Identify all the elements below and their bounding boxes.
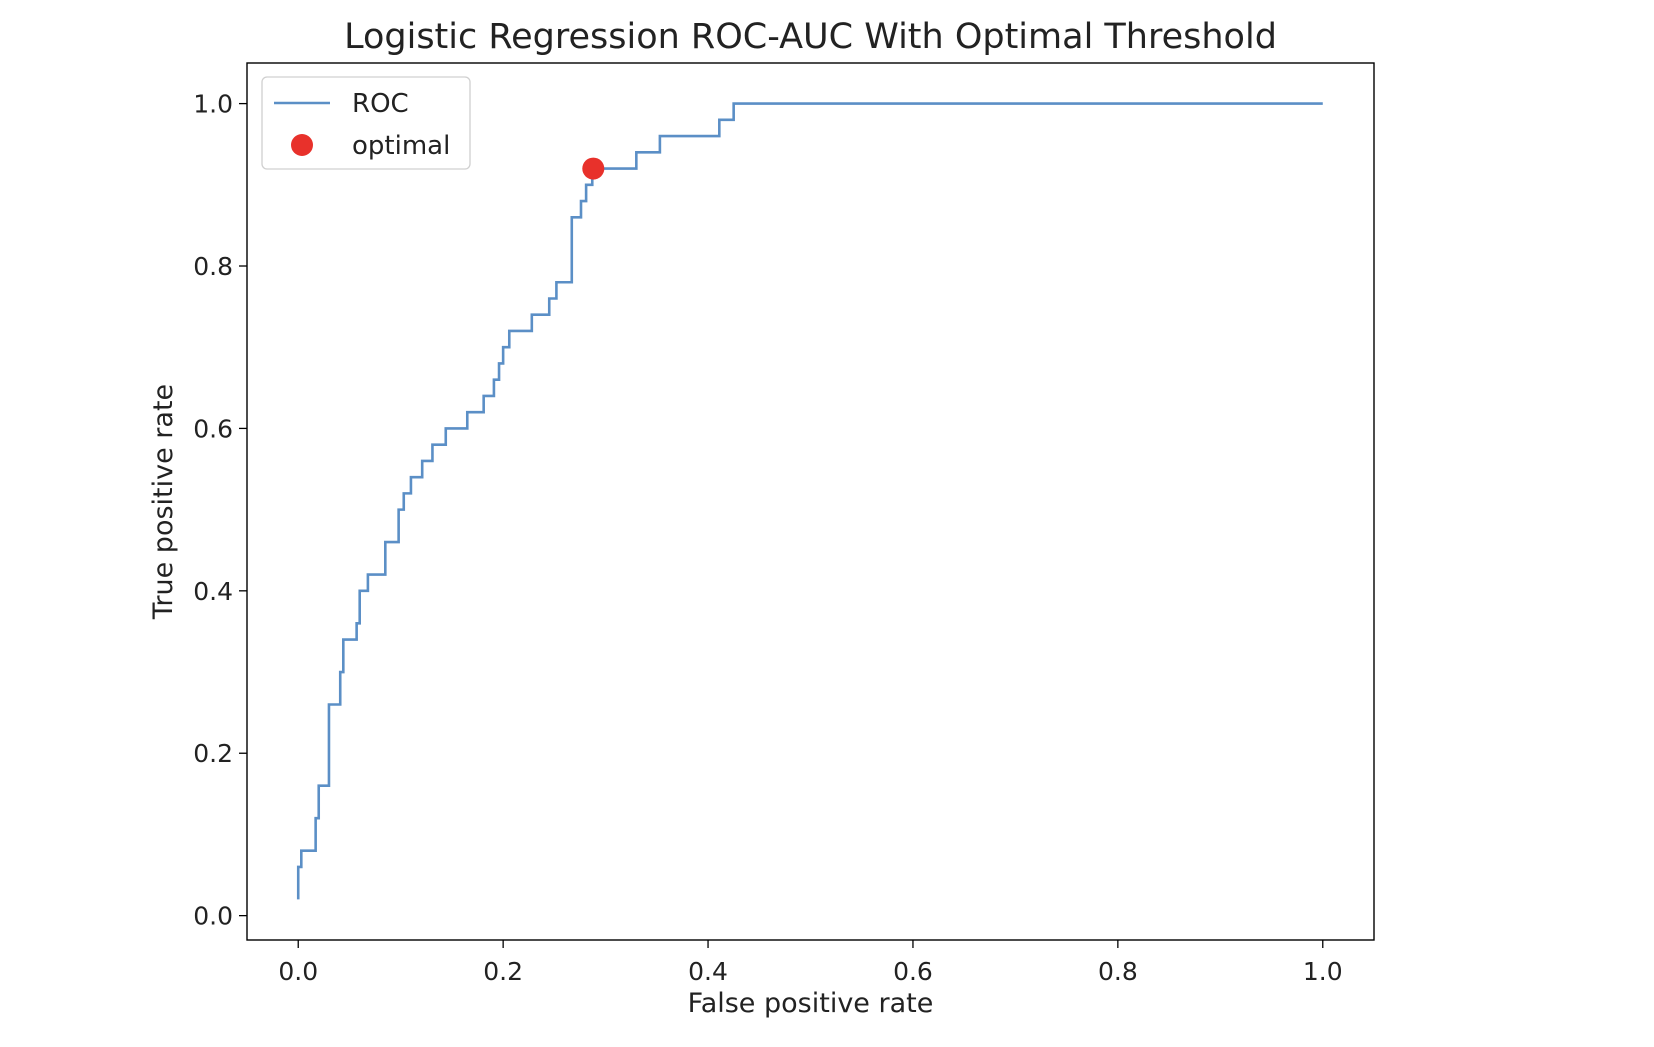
y-tick-label: 0.6 xyxy=(193,414,233,443)
optimal-threshold-point xyxy=(582,157,605,180)
legend-box xyxy=(261,76,471,170)
legend-label-ROC: ROC xyxy=(352,89,409,119)
y-tick-label: 0.4 xyxy=(193,577,233,606)
x-tick-label: 1.0 xyxy=(1303,957,1343,986)
y-axis-label: True positive rate xyxy=(148,384,179,620)
legend-label-optimal: optimal xyxy=(352,131,450,161)
axes-frame xyxy=(246,62,1375,941)
plot-area xyxy=(296,102,1323,900)
y-axis-ticks: 0.0 0.2 0.4 0.6 0.8 1.0 xyxy=(193,90,247,931)
chart-title: Logistic Regression ROC-AUC With Optimal… xyxy=(344,17,1277,57)
y-tick-label: 0.2 xyxy=(193,739,233,768)
x-tick-label: 0.2 xyxy=(483,957,523,986)
y-tick-label: 0.0 xyxy=(193,902,233,931)
legend-optimal-swatch xyxy=(291,134,313,156)
x-tick-label: 0.0 xyxy=(278,957,318,986)
x-tick-label: 0.6 xyxy=(893,957,933,986)
x-axis-label: False positive rate xyxy=(688,988,934,1019)
y-tick-label: 1.0 xyxy=(193,90,233,119)
x-tick-label: 0.4 xyxy=(688,957,728,986)
x-tick-label: 0.8 xyxy=(1098,957,1138,986)
y-tick-label: 0.8 xyxy=(193,252,233,281)
x-axis-ticks: 0.0 0.2 0.4 0.6 0.8 1.0 xyxy=(278,940,1343,986)
legend: ROC optimal xyxy=(261,76,471,170)
roc-curve-line xyxy=(296,102,1323,900)
